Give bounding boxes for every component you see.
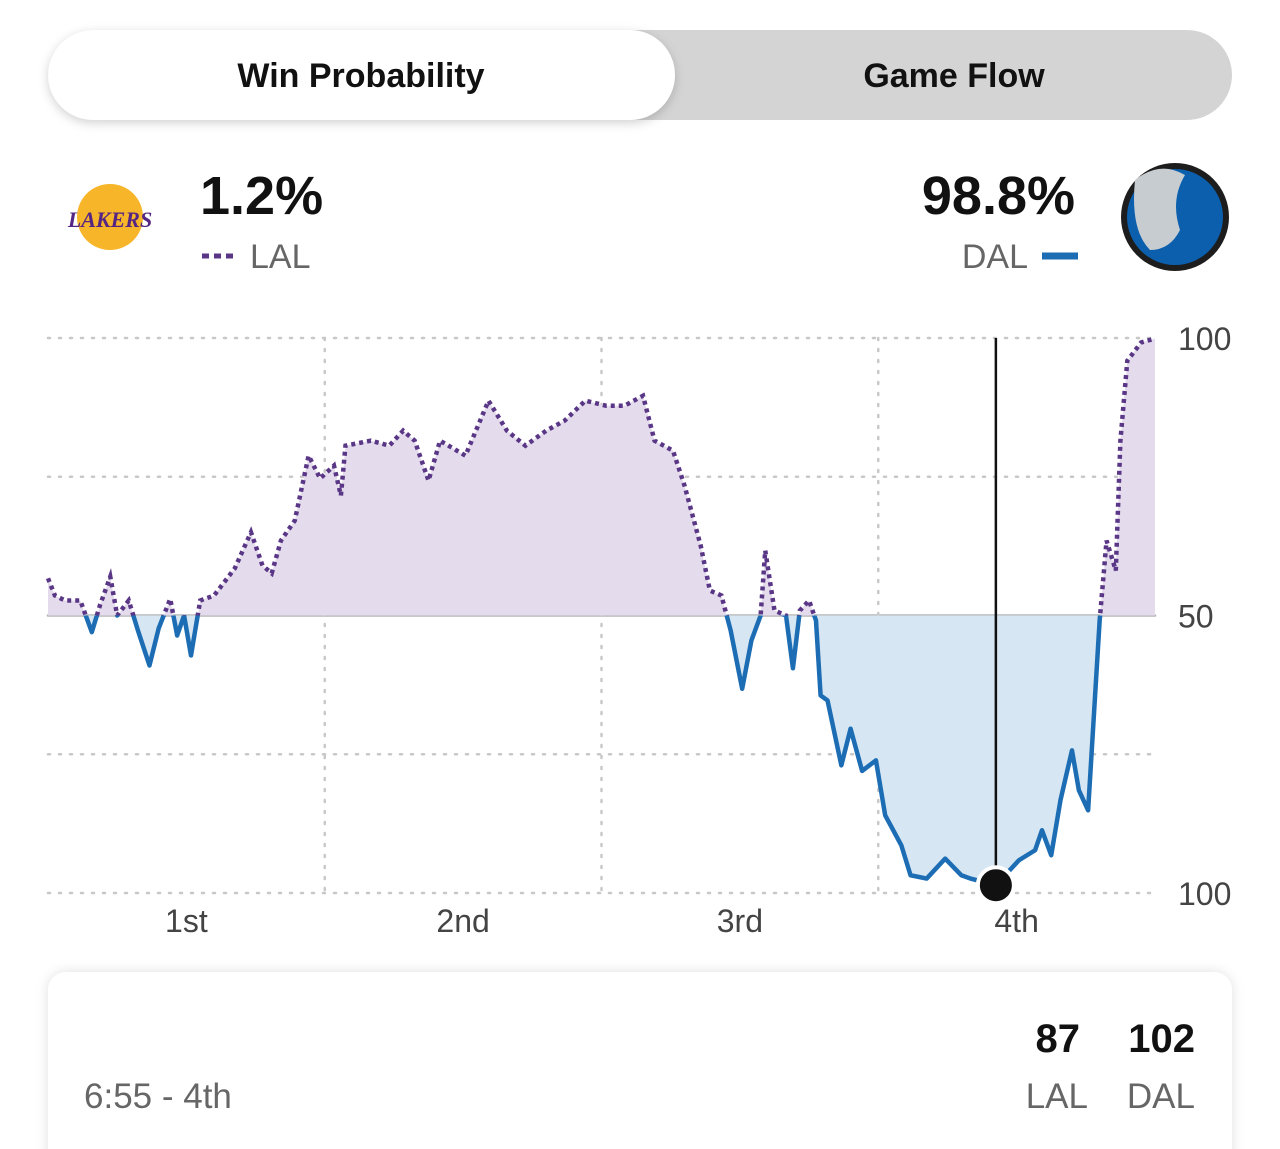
area-lal [48,338,1155,616]
y-tick-label: 100 [1178,876,1231,912]
y-tick-label: 100 [1178,321,1231,357]
dal-logo [1121,163,1229,271]
x-tick-label: 2nd [436,903,489,939]
x-tick-label: 4th [994,903,1038,939]
lal-logo: LAKERS [67,184,152,250]
x-tick-label: 3rd [717,903,763,939]
x-tick-label: 1st [165,903,208,939]
info-card [48,972,1232,1149]
cursor-dot [975,865,1016,906]
tab[interactable]: Win Probability [237,57,484,95]
tab-active[interactable] [48,30,675,120]
team-abbr: DAL [962,238,1028,276]
chart: 1st 2nd 3rd 4th 100 50 100 [45,321,1231,939]
score: 102 [1128,1017,1195,1061]
y-tick-label: 50 [1178,599,1214,635]
score-team: DAL [1127,1077,1195,1116]
game-time: 6:55 - 4th [84,1077,232,1116]
score: 87 [1036,1017,1081,1061]
tab[interactable]: Game Flow [863,57,1045,95]
team-pct: 1.2% [200,166,323,226]
score-team: LAL [1026,1077,1088,1116]
team-pct: 98.8% [922,166,1075,226]
team-abbr: LAL [250,238,311,276]
area-dal [48,615,1155,886]
logo-text: LAKERS [67,207,152,232]
line-lal [45,336,1156,616]
